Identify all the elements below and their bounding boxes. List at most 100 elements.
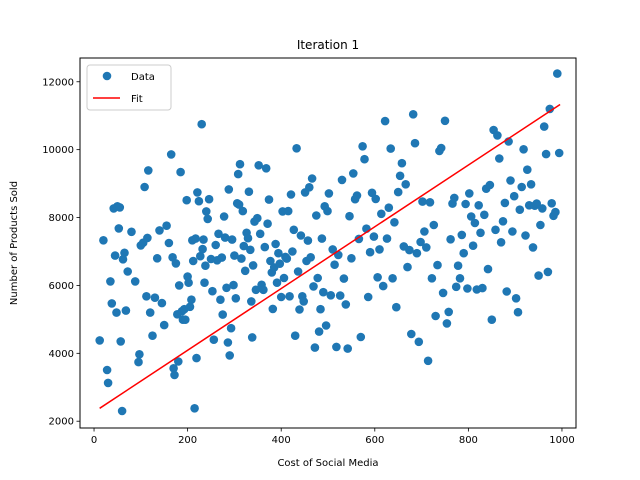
data-point bbox=[534, 271, 543, 280]
data-point bbox=[436, 143, 446, 153]
y-tick-label: 2000 bbox=[49, 417, 74, 428]
data-point bbox=[536, 220, 545, 230]
data-point bbox=[323, 206, 332, 216]
data-point bbox=[506, 176, 515, 185]
data-point bbox=[519, 145, 528, 154]
data-point bbox=[363, 292, 373, 302]
data-point bbox=[463, 284, 472, 293]
data-point bbox=[164, 238, 174, 248]
data-point bbox=[551, 207, 560, 217]
legend-label-data: Data bbox=[131, 72, 155, 83]
data-point bbox=[272, 278, 282, 288]
data-point bbox=[107, 299, 117, 308]
data-point bbox=[392, 302, 401, 312]
data-point bbox=[223, 338, 233, 347]
data-point bbox=[369, 232, 379, 241]
data-point bbox=[135, 350, 144, 359]
data-point bbox=[204, 194, 214, 204]
data-point bbox=[422, 243, 431, 252]
data-point bbox=[157, 298, 167, 308]
data-point bbox=[130, 277, 140, 286]
data-point bbox=[103, 378, 113, 388]
data-point bbox=[145, 308, 155, 317]
data-point bbox=[309, 282, 318, 291]
y-axis-label: Number of Products Sold bbox=[9, 181, 20, 305]
data-point bbox=[341, 300, 351, 309]
data-point bbox=[324, 189, 334, 198]
data-point bbox=[521, 231, 530, 240]
data-point bbox=[423, 356, 433, 366]
data-point bbox=[306, 252, 316, 262]
data-point bbox=[296, 231, 306, 240]
data-point bbox=[418, 197, 427, 206]
data-point bbox=[222, 283, 231, 293]
data-point bbox=[299, 297, 309, 306]
data-point bbox=[214, 229, 223, 239]
legend-marker-data bbox=[102, 71, 112, 81]
data-point bbox=[115, 203, 125, 212]
data-point bbox=[190, 404, 199, 413]
data-point bbox=[502, 287, 512, 296]
data-point bbox=[337, 175, 347, 185]
data-point bbox=[279, 273, 289, 283]
data-point bbox=[412, 248, 422, 258]
data-point bbox=[193, 188, 202, 197]
data-point bbox=[192, 353, 201, 363]
data-point bbox=[393, 187, 403, 197]
data-point bbox=[388, 274, 397, 283]
data-point bbox=[440, 116, 450, 126]
data-point bbox=[390, 218, 399, 227]
data-point bbox=[235, 159, 245, 169]
data-point bbox=[110, 251, 120, 260]
data-point bbox=[251, 285, 261, 295]
data-point bbox=[118, 254, 128, 264]
data-point bbox=[513, 307, 523, 317]
data-point bbox=[373, 273, 382, 282]
data-point bbox=[171, 259, 181, 268]
data-point bbox=[224, 185, 234, 194]
legend-box bbox=[86, 64, 172, 111]
data-point bbox=[219, 212, 229, 221]
data-point bbox=[134, 357, 143, 367]
data-point bbox=[220, 233, 230, 242]
data-point bbox=[247, 297, 256, 306]
data-point bbox=[457, 230, 467, 240]
data-point bbox=[116, 337, 125, 346]
data-point bbox=[211, 240, 220, 250]
data-point bbox=[375, 245, 384, 254]
data-point bbox=[407, 329, 416, 339]
data-point bbox=[255, 229, 265, 239]
x-tick-label: 800 bbox=[459, 435, 478, 446]
data-point bbox=[144, 166, 153, 175]
data-point bbox=[349, 169, 358, 178]
data-point bbox=[538, 204, 547, 213]
data-point bbox=[553, 69, 562, 78]
data-point bbox=[345, 211, 354, 221]
data-point bbox=[487, 315, 497, 325]
data-point bbox=[461, 199, 470, 209]
data-point bbox=[356, 332, 366, 342]
data-point bbox=[114, 224, 124, 233]
data-point bbox=[292, 144, 301, 153]
data-point bbox=[274, 248, 283, 258]
data-point bbox=[382, 234, 392, 243]
data-point bbox=[314, 327, 324, 336]
data-point bbox=[261, 164, 271, 173]
data-point bbox=[377, 209, 386, 219]
data-point bbox=[474, 201, 484, 210]
data-point bbox=[386, 144, 396, 153]
data-point bbox=[289, 225, 299, 235]
data-point bbox=[199, 235, 208, 244]
data-point bbox=[283, 206, 293, 216]
data-point bbox=[303, 236, 313, 245]
data-point bbox=[451, 282, 461, 292]
data-point bbox=[405, 245, 414, 255]
data-point bbox=[539, 122, 549, 131]
data-point bbox=[276, 292, 286, 302]
data-point bbox=[123, 267, 132, 276]
data-point bbox=[197, 119, 206, 129]
data-point bbox=[238, 206, 248, 216]
data-point bbox=[99, 236, 108, 245]
data-point bbox=[509, 191, 519, 201]
data-point bbox=[459, 248, 469, 258]
